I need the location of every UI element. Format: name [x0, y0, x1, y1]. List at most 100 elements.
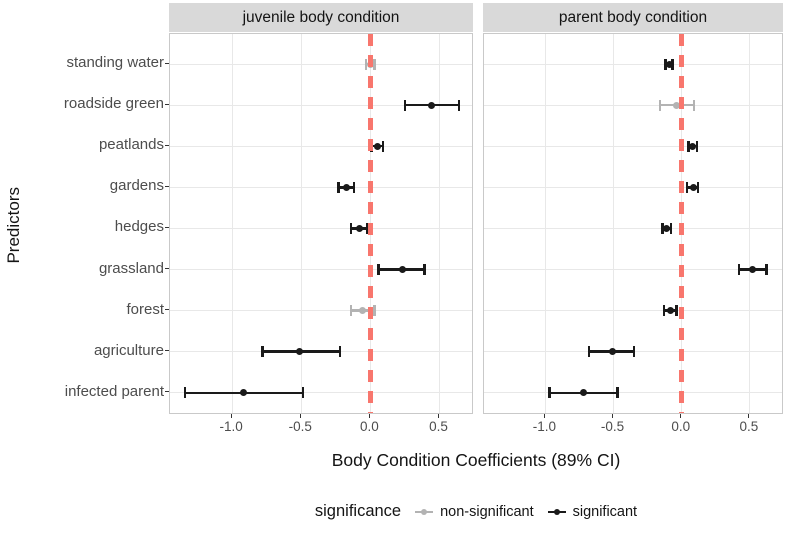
- x-tick-label: 0.0: [671, 419, 691, 434]
- ci-cap-low: [664, 58, 667, 70]
- x-tick-label: -1.0: [532, 419, 556, 434]
- pointrange: [337, 181, 356, 193]
- y-axis-label: infected parent: [64, 382, 164, 400]
- point-estimate: [689, 142, 697, 150]
- x-tick-mark: [543, 414, 545, 418]
- facet-strip: parent body condition: [483, 3, 783, 32]
- grid-line-horizontal: [170, 63, 472, 65]
- pointrange: [587, 346, 636, 358]
- pointrange: [737, 264, 768, 276]
- y-axis-label: agriculture: [93, 341, 164, 359]
- y-tick-mark: [165, 391, 169, 393]
- y-axis-label: hedges: [114, 218, 164, 236]
- ci-cap-high: [632, 346, 636, 358]
- facet-panel: [169, 33, 473, 414]
- ci-cap-low: [658, 99, 662, 111]
- facet-strip: juvenile body condition: [169, 3, 473, 32]
- ci-cap-low: [403, 99, 407, 111]
- ci-cap-high: [373, 58, 376, 70]
- ci-cap-low: [737, 264, 741, 275]
- pointrange-key-icon: [547, 505, 567, 519]
- y-tick-mark: [165, 185, 169, 187]
- legend-item-label: significant: [572, 503, 638, 520]
- x-tick-mark: [612, 414, 614, 418]
- y-tick-mark: [165, 226, 169, 228]
- pointrange: [687, 140, 699, 152]
- point-estimate: [358, 307, 366, 315]
- y-tick-mark: [165, 309, 169, 311]
- pointrange: [349, 305, 376, 317]
- x-tick-label: -1.0: [219, 419, 243, 434]
- ci-cap-low: [364, 58, 368, 70]
- x-tick-mark: [368, 414, 370, 418]
- grid-line-vertical: [300, 34, 302, 413]
- legend-item-label: non-significant: [440, 503, 534, 520]
- grid-line-horizontal: [170, 186, 472, 188]
- point-estimate: [749, 266, 757, 273]
- pointrange: [377, 264, 426, 276]
- point-estimate: [665, 60, 673, 68]
- facet-panel: [483, 33, 783, 414]
- ci-cap-low: [548, 387, 551, 399]
- point-estimate: [355, 224, 363, 232]
- pointrange: [661, 222, 673, 234]
- legend-title: significance: [314, 502, 402, 520]
- ci-cap-low: [261, 346, 264, 358]
- point-estimate: [667, 307, 675, 315]
- grid-line-horizontal: [170, 269, 472, 270]
- x-axis-title: Body Condition Coefficients (89% CI): [331, 450, 621, 470]
- zero-reference-line: [679, 34, 685, 413]
- grid-line-horizontal: [484, 145, 782, 147]
- ci-cap-low: [349, 222, 353, 234]
- pointrange-key-icon: [414, 505, 434, 519]
- x-tick-label: 0.5: [429, 419, 448, 434]
- ci-cap-high: [338, 346, 342, 358]
- point-estimate: [373, 142, 381, 150]
- grid-line-vertical: [544, 34, 546, 413]
- legend-item-non-significant: non-significant: [414, 504, 534, 520]
- grid-line-horizontal: [170, 392, 472, 394]
- grid-line-horizontal: [484, 227, 782, 229]
- x-tick-label: -0.5: [288, 419, 312, 434]
- grid-line-vertical: [749, 34, 751, 413]
- pointrange: [658, 99, 696, 111]
- x-tick-mark: [748, 414, 750, 418]
- grid-line-vertical: [231, 34, 233, 413]
- point-estimate: [608, 348, 616, 356]
- grid-line-horizontal: [484, 269, 782, 270]
- x-tick-label: -0.5: [600, 419, 625, 434]
- x-tick-label: 0.5: [739, 419, 759, 434]
- ci-cap-high: [765, 264, 768, 275]
- pointrange: [183, 387, 305, 399]
- ci-cap-high: [695, 140, 699, 152]
- point-estimate: [663, 224, 671, 232]
- ci-cap-low: [661, 222, 664, 234]
- grid-line-horizontal: [484, 310, 782, 312]
- pointrange: [662, 305, 678, 317]
- y-tick-mark: [165, 350, 169, 352]
- y-axis-label: gardens: [109, 177, 164, 195]
- ci-cap-low: [587, 346, 591, 358]
- point-estimate: [398, 266, 406, 273]
- y-tick-mark: [165, 144, 169, 146]
- ci-cap-high: [352, 181, 356, 193]
- grid-line-horizontal: [170, 104, 472, 106]
- grid-line-vertical: [438, 34, 440, 413]
- y-axis-label: peatlands: [98, 136, 164, 154]
- ci-cap-high: [692, 99, 696, 111]
- point-estimate: [672, 101, 680, 109]
- pointrange: [403, 99, 461, 111]
- zero-reference-line: [367, 34, 373, 413]
- ci-cap-low: [662, 305, 666, 317]
- ci-cap-high: [373, 305, 376, 317]
- y-axis-label: roadside green: [63, 95, 164, 113]
- point-estimate: [580, 389, 588, 397]
- y-tick-mark: [165, 103, 169, 105]
- grid-line-horizontal: [170, 145, 472, 147]
- x-tick-mark: [230, 414, 232, 418]
- grid-line-horizontal: [484, 392, 782, 394]
- point-estimate: [690, 183, 698, 191]
- grid-line-horizontal: [170, 227, 472, 229]
- ci-cap-low: [337, 181, 340, 193]
